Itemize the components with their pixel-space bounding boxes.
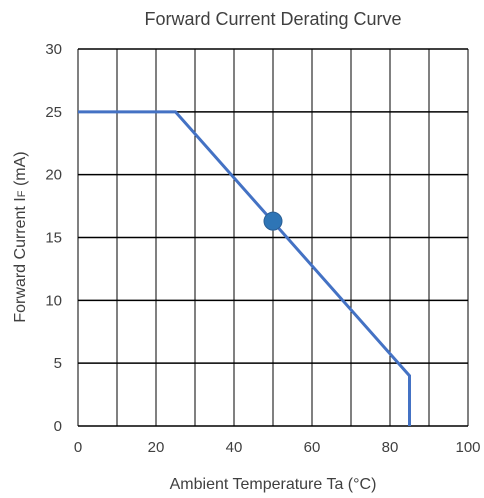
- y-tick-label: 25: [45, 104, 62, 121]
- y-axis-title: Forward Current IF (mA): [12, 151, 29, 322]
- operating-point-marker: [263, 211, 283, 231]
- y-tick-label: 20: [45, 167, 62, 184]
- derating-line: [78, 110, 411, 426]
- series-layer: [78, 110, 411, 426]
- y-axis-ticks: 0 5 10 15 20 25 30: [45, 41, 62, 435]
- y-tick-label: 0: [54, 418, 62, 435]
- x-axis-title: Ambient Temperature Ta (°C): [170, 476, 377, 493]
- x-tick-label: 100: [455, 439, 480, 456]
- x-tick-label: 0: [74, 439, 82, 456]
- x-tick-label: 40: [226, 439, 243, 456]
- y-axis-title-unit: (mA): [12, 151, 29, 190]
- y-axis-title-main: Forward Current I: [12, 197, 29, 322]
- chart-title: Forward Current Derating Curve: [144, 9, 401, 29]
- y-tick-label: 10: [45, 292, 62, 309]
- y-tick-label: 15: [45, 230, 62, 247]
- y-tick-label: 5: [54, 355, 62, 372]
- y-tick-label: 30: [45, 41, 62, 58]
- y-axis-title-subscript: F: [16, 190, 28, 197]
- x-tick-label: 20: [148, 439, 165, 456]
- x-tick-label: 60: [304, 439, 321, 456]
- x-tick-label: 80: [382, 439, 399, 456]
- x-axis-ticks: 0 20 40 60 80 100: [74, 439, 481, 456]
- grid-lines: [77, 48, 469, 427]
